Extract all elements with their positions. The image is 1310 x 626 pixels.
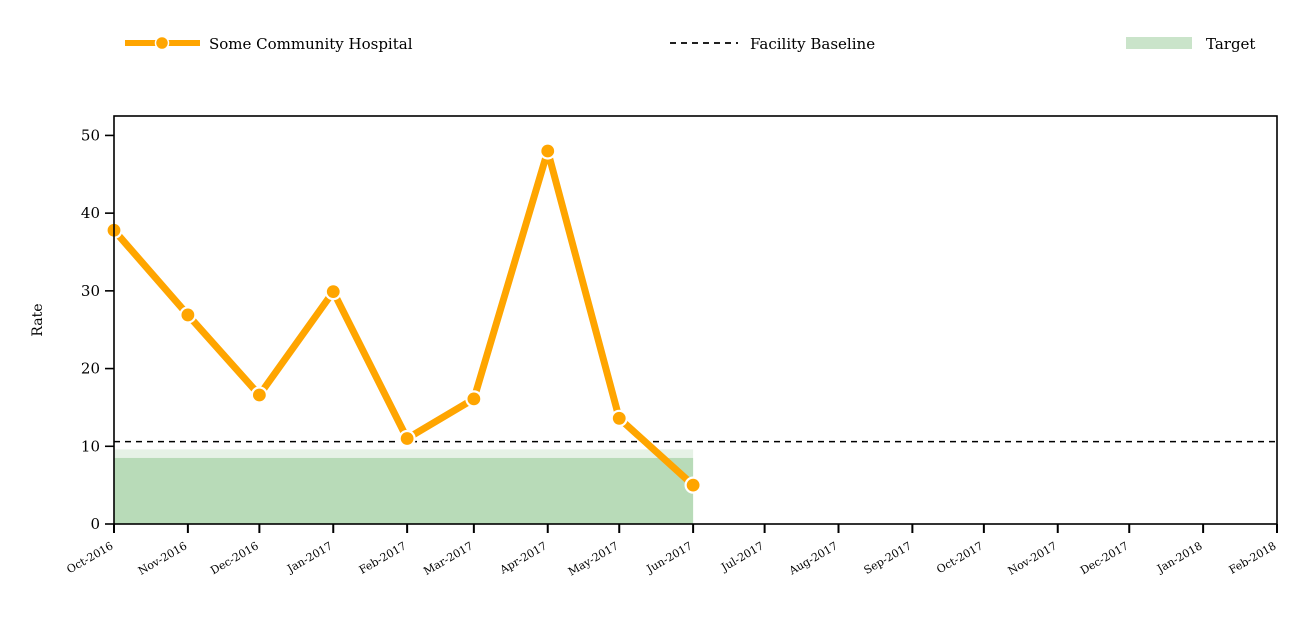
legend: Some Community Hospital Facility Baselin… <box>125 35 1255 53</box>
x-tick-label-Oct-2017: Oct-2017 <box>934 539 985 576</box>
data-point-Jan-2017 <box>324 283 342 301</box>
x-tick-label-Nov-2016: Nov-2016 <box>136 539 189 577</box>
legend-item-baseline: Facility Baseline <box>670 35 875 53</box>
legend-label-target: Target <box>1206 35 1255 53</box>
series-markers <box>105 142 702 494</box>
legend-marker-hospital <box>154 35 170 51</box>
data-point-Dec-2016 <box>250 386 268 404</box>
x-tick-label-Jan-2017: Jan-2017 <box>284 539 334 576</box>
legend-label-baseline: Facility Baseline <box>750 35 875 53</box>
x-axis: Oct-2016 Nov-2016 Dec-2016 Jan-2017 Feb-2017… <box>65 524 1279 578</box>
data-point-May-2017 <box>610 409 628 427</box>
x-tick-label-Dec-2016: Dec-2016 <box>208 539 261 577</box>
data-point-Nov-2016 <box>179 306 197 324</box>
plot-area: 0 10 20 30 40 50 Oct-2016 Nov-2016 Dec-2016 Jan-… <box>30 115 1279 578</box>
data-point-Feb-2017 <box>398 429 416 448</box>
target-band-layer <box>114 449 694 524</box>
x-tick-label-Nov-2017: Nov-2017 <box>1006 539 1059 577</box>
target-band-upper <box>114 449 694 458</box>
plot-frame <box>113 115 1278 525</box>
y-tick-label-10: 10 <box>81 437 100 455</box>
x-tick-label-Jan-2018: Jan-2018 <box>1154 539 1204 576</box>
x-tick-label-Sep-2017: Sep-2017 <box>862 539 914 577</box>
y-axis: 0 10 20 30 40 50 <box>81 126 114 533</box>
y-axis-label: Rate <box>30 303 46 336</box>
x-tick-label-Feb-2017: Feb-2017 <box>357 539 409 576</box>
y-tick-label-0: 0 <box>90 515 100 533</box>
legend-item-hospital: Some Community Hospital <box>125 35 413 53</box>
legend-item-target: Target <box>1126 35 1255 53</box>
x-tick-label-Dec-2017: Dec-2017 <box>1078 539 1131 577</box>
legend-swatch-target <box>1126 37 1192 49</box>
data-point-Jun-2017 <box>684 476 702 494</box>
x-tick-label-Mar-2017: Mar-2017 <box>421 539 475 578</box>
y-tick-label-50: 50 <box>81 126 100 144</box>
x-tick-label-Jun-2017: Jun-2017 <box>644 539 695 576</box>
x-tick-label-Feb-2018: Feb-2018 <box>1227 539 1279 576</box>
y-tick-label-40: 40 <box>81 204 100 222</box>
x-tick-label-Jul-2017: Jul-2017 <box>718 539 766 574</box>
target-band <box>114 457 694 524</box>
data-point-Mar-2017 <box>465 390 483 408</box>
x-tick-label-May-2017: May-2017 <box>566 539 621 578</box>
x-tick-label-Apr-2017: Apr-2017 <box>497 539 549 577</box>
x-tick-label-Oct-2016: Oct-2016 <box>65 539 116 576</box>
y-tick-label-30: 30 <box>81 282 100 300</box>
x-tick-label-Aug-2017: Aug-2017 <box>786 539 840 578</box>
data-point-Apr-2017 <box>539 142 557 160</box>
y-tick-label-20: 20 <box>81 360 100 378</box>
legend-label-hospital: Some Community Hospital <box>209 35 413 53</box>
